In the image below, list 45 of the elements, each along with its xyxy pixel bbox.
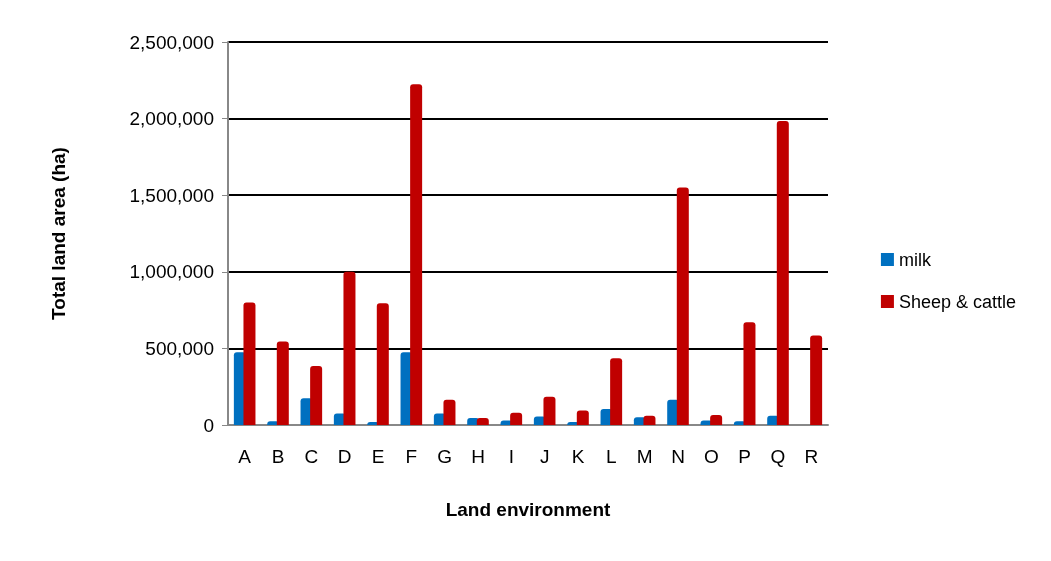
- legend-label: milk: [898, 249, 932, 270]
- y-tick-label: 1,000,000: [129, 261, 214, 283]
- y-tick-label: 0: [203, 414, 214, 436]
- bar: [343, 271, 356, 425]
- y-tick-label: 500,000: [145, 337, 214, 359]
- x-tick-label: D: [337, 446, 352, 467]
- bar: [776, 120, 789, 425]
- x-tick-label: C: [304, 446, 319, 467]
- bar: [610, 358, 623, 425]
- bar: [543, 396, 556, 425]
- x-tick-label: I: [508, 446, 514, 467]
- x-tick-label: P: [738, 446, 752, 467]
- y-tick-label: 1,500,000: [129, 184, 214, 206]
- x-tick-label: K: [571, 446, 585, 467]
- y-axis-title: Total land area (ha): [48, 147, 69, 320]
- x-tick-label: R: [804, 446, 819, 467]
- bar: [376, 303, 389, 425]
- bar: [410, 84, 423, 425]
- bar: [743, 322, 756, 425]
- bar: [643, 415, 656, 425]
- x-tick-label: M: [636, 446, 653, 467]
- bar: [810, 335, 823, 425]
- x-tick-label: E: [371, 446, 385, 467]
- x-tick-label: J: [539, 446, 550, 467]
- bar: [243, 302, 256, 425]
- x-tick-label: H: [471, 446, 485, 467]
- x-tick-label: B: [271, 446, 285, 467]
- y-tick-label: 2,000,000: [129, 108, 214, 130]
- bar: [576, 410, 589, 425]
- bar: [443, 399, 456, 425]
- x-tick-label: A: [238, 446, 252, 467]
- bar: [276, 341, 289, 425]
- x-tick-label: L: [606, 446, 617, 467]
- x-tick-label: F: [405, 446, 418, 467]
- bar: [676, 187, 689, 425]
- x-tick-label: N: [671, 446, 685, 467]
- x-tick-label: O: [703, 446, 719, 467]
- x-axis-title: Land environment: [445, 499, 612, 520]
- y-tick-label: 2,500,000: [129, 31, 214, 53]
- bar: [510, 412, 523, 425]
- x-tick-label: G: [437, 446, 453, 467]
- bar: [710, 415, 723, 425]
- bar: [310, 366, 323, 425]
- legend-label: Sheep & cattle: [898, 291, 1017, 312]
- x-tick-label: Q: [770, 446, 786, 467]
